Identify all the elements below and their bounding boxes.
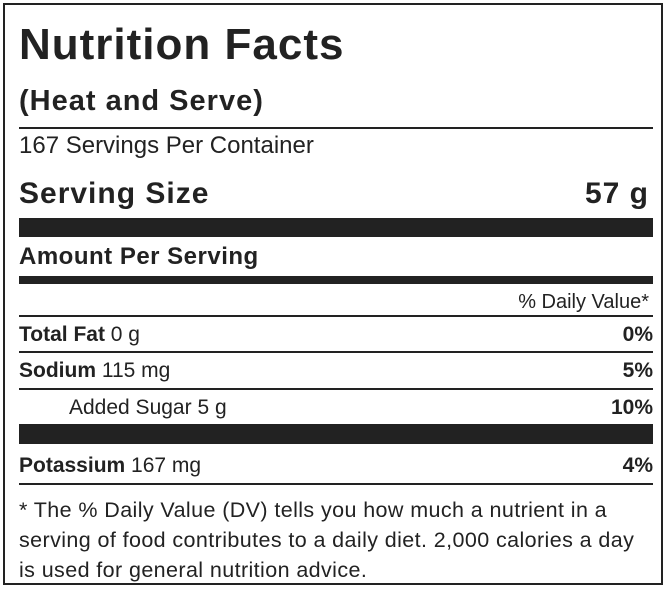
nutrient-dv: 4%: [622, 454, 653, 477]
rule: [19, 483, 653, 485]
serving-size-label: Serving Size: [19, 177, 210, 210]
servings: 167 Servings Per Container: [19, 132, 314, 159]
nutrient-name: Potassium: [19, 454, 126, 477]
rule: [19, 351, 653, 353]
nutrient-amount: 5 g: [197, 396, 227, 419]
nutrient-amount: 167 mg: [131, 454, 202, 477]
nutrient-name: Sodium: [19, 359, 96, 382]
subtitle: (Heat and Serve): [19, 85, 264, 117]
nutrient-amount: 115 mg: [101, 359, 171, 382]
nutrient-name: Total Fat: [19, 323, 105, 346]
thick-rule: [19, 218, 653, 237]
nutrient-row: Potassium 167 mg 4%: [19, 454, 653, 478]
rule: [19, 127, 653, 129]
amount-per-serving: Amount Per Serving: [19, 243, 259, 270]
nutrient-dv: 10%: [610, 396, 653, 419]
nutrition-label: Nutrition Facts (Heat and Serve) 167 Ser…: [3, 3, 663, 585]
nutrient-row: Total Fat 0 g 0%: [19, 323, 653, 347]
rule: [19, 388, 653, 390]
nutrient-amount: 0 g: [110, 323, 140, 346]
nutrient-row: Sodium 115 mg 5%: [19, 359, 653, 383]
thick-rule: [19, 424, 653, 444]
rule: [19, 315, 653, 317]
nutrient-dv: 0%: [622, 323, 653, 346]
footnote: * The % Daily Value (DV) tells you how m…: [19, 498, 635, 582]
nutrient-row: Added Sugar 5 g 10%: [69, 396, 653, 420]
daily-value-header: % Daily Value*: [518, 291, 649, 313]
medium-rule: [19, 276, 653, 284]
serving-size-value: 57 g: [584, 177, 649, 210]
nutrient-dv: 5%: [622, 359, 653, 382]
nutrient-name: Added Sugar: [69, 396, 192, 419]
title: Nutrition Facts: [19, 20, 345, 69]
